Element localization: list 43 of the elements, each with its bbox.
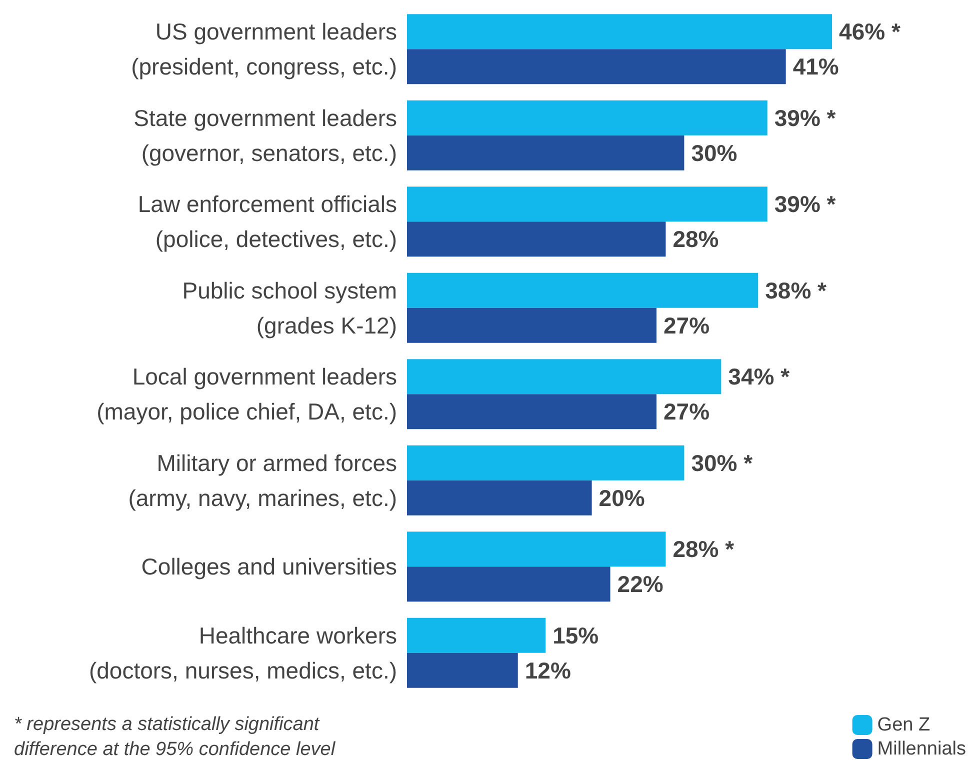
data-label: 39% * xyxy=(774,104,836,131)
bar xyxy=(407,618,546,653)
bar xyxy=(407,359,722,394)
data-label: 12% xyxy=(524,657,571,684)
bar xyxy=(407,186,768,222)
bar xyxy=(407,100,768,136)
data-label: 22% xyxy=(617,571,664,598)
y-tick-label: Public school system (grades K-12) xyxy=(182,277,397,338)
bar xyxy=(407,135,684,170)
bar xyxy=(407,652,518,688)
data-label: 46% * xyxy=(839,18,900,45)
data-label: 34% * xyxy=(728,364,790,390)
bar xyxy=(407,49,786,84)
data-label: 27% xyxy=(663,312,710,338)
bar xyxy=(407,480,592,516)
y-tick-label: US government leaders (president, congress, etc.) xyxy=(131,18,397,80)
bar xyxy=(407,445,684,480)
data-label: 30% xyxy=(691,140,738,166)
legend-label: Millennials xyxy=(877,738,966,760)
bar xyxy=(407,272,758,308)
data-label: 20% xyxy=(598,484,645,511)
bar xyxy=(407,532,666,567)
text: * represents a statistically significant difference at the 95% confidence level xyxy=(14,714,336,760)
bar xyxy=(407,566,610,602)
y-tick-label: Local government leaders (mayor, police chief, DA, etc.) xyxy=(96,364,397,425)
data-label: 41% xyxy=(792,54,839,80)
bar xyxy=(407,308,656,343)
data-label: 27% xyxy=(663,398,710,425)
bar xyxy=(407,222,666,257)
bar xyxy=(407,14,832,50)
legend-label: Gen Z xyxy=(877,714,930,736)
y-tick-label: Military or armed forces (army, navy, marines, etc.) xyxy=(128,450,397,511)
y-tick-label: Law enforcement officials (police, detectives, etc.) xyxy=(138,191,397,252)
y-tick-label: Colleges and universities xyxy=(141,554,397,580)
data-label: 39% * xyxy=(774,191,836,218)
y-tick-label: State government leaders (governor, senators, etc.) xyxy=(134,104,397,166)
y-tick-label: Healthcare workers (doctors, nurses, medics, etc.) xyxy=(88,622,397,684)
data-label: 30% * xyxy=(691,450,753,476)
data-label: 38% * xyxy=(765,277,827,304)
data-label: 15% xyxy=(552,622,599,648)
bar xyxy=(407,394,656,430)
data-label: 28% * xyxy=(672,536,734,562)
data-label: 28% xyxy=(672,226,719,252)
